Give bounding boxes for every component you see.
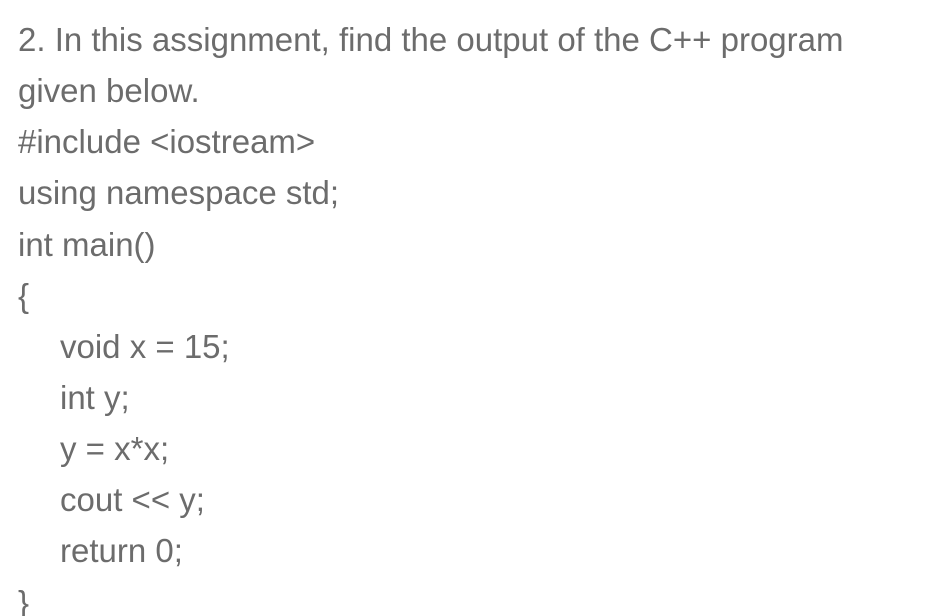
code-line-using: using namespace std; xyxy=(18,167,924,218)
code-line-return: return 0; xyxy=(18,525,924,576)
code-line-main: int main() xyxy=(18,219,924,270)
question-block: 2. In this assignment, find the output o… xyxy=(0,0,942,616)
code-line-assign: y = x*x; xyxy=(18,423,924,474)
prompt-line-2: given below. xyxy=(18,65,924,116)
code-line-include: #include <iostream> xyxy=(18,116,924,167)
code-line-int-y: int y; xyxy=(18,372,924,423)
code-line-open-brace: { xyxy=(18,270,924,321)
code-line-cout: cout << y; xyxy=(18,474,924,525)
code-line-close-brace: } xyxy=(18,577,924,616)
prompt-line-1: 2. In this assignment, find the output o… xyxy=(18,14,924,65)
code-line-void-x: void x = 15; xyxy=(18,321,924,372)
